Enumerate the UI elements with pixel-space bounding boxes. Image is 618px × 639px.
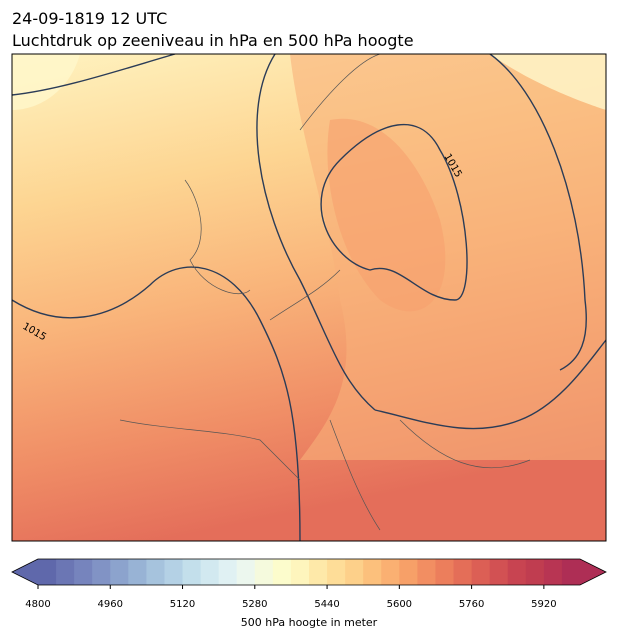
colorbar-segment xyxy=(561,559,581,585)
height-band xyxy=(290,54,606,460)
colorbar-segment xyxy=(272,559,292,585)
colorbar-tick-label: 5600 xyxy=(387,599,412,610)
colorbar-tick-label: 5280 xyxy=(242,599,267,610)
height-band xyxy=(490,54,606,110)
colorbar-segment xyxy=(327,559,346,585)
colorbar-segment xyxy=(200,559,220,585)
height-band xyxy=(12,54,80,110)
colorbar-extend-low xyxy=(12,559,38,585)
colorbar-segment xyxy=(254,559,274,585)
colorbar-extend-high xyxy=(580,559,606,585)
height-band xyxy=(327,118,446,312)
colorbar-segment xyxy=(381,559,400,585)
colorbar-segment xyxy=(182,559,202,585)
map-frame xyxy=(11,53,607,542)
colorbar-segment xyxy=(399,559,418,585)
colorbar-segment xyxy=(543,559,563,585)
isobar xyxy=(12,266,301,541)
colorbar-segment xyxy=(38,559,57,585)
colorbar-segment xyxy=(74,559,93,585)
colorbar-segment xyxy=(290,559,310,585)
isobar xyxy=(489,54,587,371)
colorbar-segment xyxy=(435,559,455,585)
isobar xyxy=(256,54,376,411)
colorbar-outline xyxy=(11,558,607,586)
colorbar-segment xyxy=(128,559,147,585)
colorbar-segment xyxy=(417,559,436,585)
map: 1015 1015 xyxy=(12,54,606,541)
colorbar-segment xyxy=(218,559,238,585)
colorbar-segment xyxy=(56,559,75,585)
colorbar-segment xyxy=(453,559,473,585)
colorbar-tick-label: 5920 xyxy=(531,599,556,610)
colorbar-segment xyxy=(146,559,165,585)
isobar xyxy=(374,339,606,430)
colorbar-tick-label: 4800 xyxy=(25,599,50,610)
colorbar-label: 500 hPa hoogte in meter xyxy=(241,616,378,629)
colorbar-segment xyxy=(236,559,256,585)
colorbar-segment xyxy=(363,559,382,585)
colorbar-segment xyxy=(345,559,364,585)
colorbar-segment xyxy=(507,559,527,585)
colorbar-segment xyxy=(489,559,509,585)
colorbar-tick-label: 5440 xyxy=(314,599,339,610)
colorbar-tick-label: 5120 xyxy=(170,599,195,610)
map-subtitle: Luchtdruk op zeeniveau in hPa en 500 hPa… xyxy=(12,31,414,50)
colorbar-tick-label: 5760 xyxy=(459,599,484,610)
colorbar-segment xyxy=(525,559,545,585)
isobar xyxy=(320,123,468,301)
colorbar-segment xyxy=(110,559,129,585)
colorbar-segment xyxy=(471,559,491,585)
map-title: 24-09-1819 12 UTC xyxy=(12,9,167,28)
colorbar-segment xyxy=(164,559,184,585)
colorbar-segment xyxy=(92,559,111,585)
coastline xyxy=(119,54,531,531)
isobar xyxy=(12,54,176,96)
colorbar-tick-label: 4960 xyxy=(98,599,123,610)
colorbar-segment xyxy=(309,559,328,585)
colorbar: 4800 4960 5120 5280 5440 5600 5760 5920 xyxy=(11,558,607,610)
